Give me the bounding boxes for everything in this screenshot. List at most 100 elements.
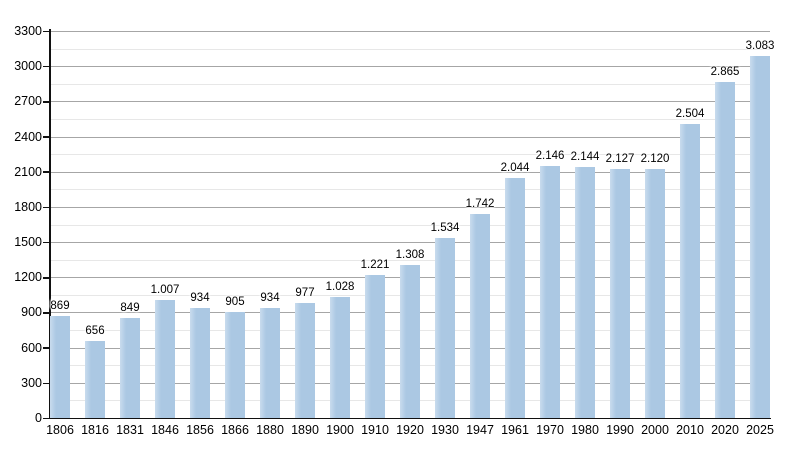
y-gridline-minor xyxy=(50,118,770,120)
bar-value-label: 2.504 xyxy=(675,108,705,121)
bar-value-label: 977 xyxy=(295,287,315,300)
bar xyxy=(295,303,315,418)
x-axis-label: 1910 xyxy=(361,423,389,437)
bar-value-label: 1.308 xyxy=(395,248,425,261)
bar-value-label: 1.221 xyxy=(360,258,390,271)
bar-value-label: 849 xyxy=(120,302,140,315)
x-axis-label: 1961 xyxy=(501,423,529,437)
y-axis-tick xyxy=(43,382,50,385)
bar xyxy=(365,274,385,418)
y-axis-label: 600 xyxy=(21,340,42,355)
bar-value-label: 2.127 xyxy=(605,152,635,165)
x-axis-label: 2010 xyxy=(676,423,704,437)
x-axis-label: 1866 xyxy=(221,423,249,437)
bar-value-label: 934 xyxy=(190,292,210,305)
y-gridline-major xyxy=(50,171,770,173)
y-axis-label: 3000 xyxy=(14,59,42,74)
bar xyxy=(120,318,140,418)
x-axis-label: 1806 xyxy=(46,423,74,437)
x-axis-label: 1980 xyxy=(571,423,599,437)
bar xyxy=(50,316,70,418)
bar-value-label: 656 xyxy=(85,325,105,338)
bar xyxy=(225,311,245,418)
y-axis-tick xyxy=(43,65,50,68)
y-gridline-major xyxy=(50,136,770,138)
bar xyxy=(400,264,420,418)
y-gridline-minor xyxy=(50,224,770,226)
bar-value-label: 2.120 xyxy=(640,153,670,166)
bar-value-label: 1.742 xyxy=(465,197,495,210)
y-gridline-major xyxy=(50,66,770,68)
bar xyxy=(190,308,210,418)
bar-value-label: 2.865 xyxy=(710,66,740,78)
bar xyxy=(715,82,735,418)
x-axis-label: 2020 xyxy=(711,423,739,437)
y-axis-label: 1200 xyxy=(14,270,42,285)
y-gridline-major xyxy=(50,206,770,208)
x-axis-label: 1900 xyxy=(326,423,354,437)
y-axis-tick xyxy=(43,277,50,279)
y-gridline-minor xyxy=(50,83,770,85)
y-gridline-minor xyxy=(50,189,770,191)
bar xyxy=(330,297,350,418)
bar xyxy=(435,238,455,418)
y-axis-tick xyxy=(43,206,50,209)
x-axis-label: 1990 xyxy=(606,423,634,437)
bar xyxy=(505,178,525,418)
bar-value-label: 2.146 xyxy=(535,150,565,163)
x-axis-label: 1831 xyxy=(116,423,144,437)
bar-value-label: 869 xyxy=(50,300,70,313)
y-gridline-minor xyxy=(50,154,770,156)
x-axis-line xyxy=(49,417,771,419)
y-axis-label: 300 xyxy=(21,375,42,390)
bar-value-label: 1.534 xyxy=(430,222,460,235)
bar xyxy=(575,166,595,418)
x-axis-label: 1970 xyxy=(536,423,564,437)
bar xyxy=(260,308,280,418)
y-gridline-minor xyxy=(50,48,770,50)
x-axis-label: 1880 xyxy=(256,423,284,437)
y-gridline-major xyxy=(50,31,770,32)
y-axis-tick xyxy=(43,136,50,138)
bar-value-label: 905 xyxy=(225,295,245,308)
y-axis-label: 2100 xyxy=(14,164,42,179)
bar xyxy=(750,56,770,418)
x-axis-label: 2000 xyxy=(641,423,669,437)
y-axis-label: 0 xyxy=(35,411,42,425)
y-axis-line xyxy=(49,29,51,419)
bar xyxy=(645,169,665,418)
x-axis-label: 1947 xyxy=(466,423,494,437)
y-axis-tick xyxy=(43,417,50,420)
x-axis-label: 1930 xyxy=(431,423,459,437)
x-axis-label: 1846 xyxy=(151,423,179,437)
y-axis-label: 900 xyxy=(21,305,42,320)
bar xyxy=(540,166,560,418)
y-axis-label: 3300 xyxy=(14,24,42,38)
x-axis-label: 1920 xyxy=(396,423,424,437)
y-axis-tick xyxy=(43,171,50,173)
bar-value-label: 2.144 xyxy=(570,150,600,163)
bar-value-label: 1.028 xyxy=(325,281,355,294)
bar-value-label: 3.083 xyxy=(745,40,775,53)
y-gridline-major xyxy=(50,242,770,244)
x-axis-label: 1816 xyxy=(81,423,109,437)
bar xyxy=(610,168,630,418)
bar xyxy=(680,124,700,418)
bar xyxy=(85,341,105,418)
y-gridline-minor xyxy=(50,259,770,261)
y-axis-tick xyxy=(43,347,50,349)
y-axis-label: 2700 xyxy=(14,94,42,109)
bar-value-label: 2.044 xyxy=(500,162,530,175)
y-axis-tick xyxy=(43,101,50,103)
y-axis-tick xyxy=(43,30,50,33)
y-axis-tick xyxy=(43,241,50,244)
x-axis-label: 2025 xyxy=(746,423,774,437)
bar xyxy=(155,299,175,418)
bar-value-label: 1.007 xyxy=(150,283,180,296)
plot-area xyxy=(50,31,770,418)
bar-value-label: 934 xyxy=(260,292,280,305)
y-gridline-major xyxy=(50,101,770,103)
bar xyxy=(470,213,490,418)
y-axis-label: 1800 xyxy=(14,199,42,214)
y-axis-label: 2400 xyxy=(14,129,42,144)
